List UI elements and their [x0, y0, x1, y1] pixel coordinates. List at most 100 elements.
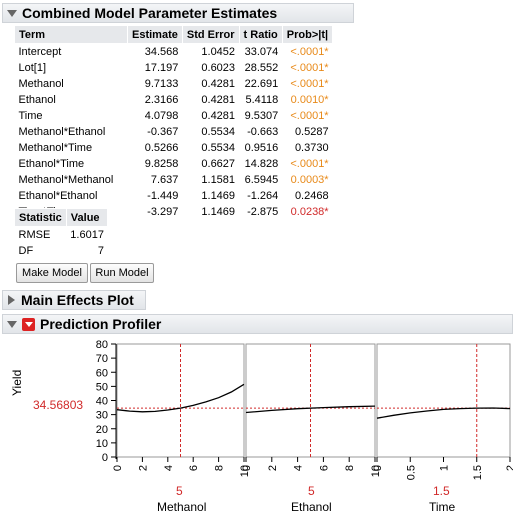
std-error-cell: 0.5534	[201, 126, 236, 138]
table-row: Intercept 34.568 1.0452 33.074 <.0001*	[15, 44, 333, 61]
table-row: Ethanol*Time 9.8258 0.6627 14.828 <.0001*	[15, 156, 333, 172]
prob-cell: 0.0010*	[290, 94, 329, 106]
x-tick-label: 1	[439, 465, 451, 471]
profiler-panel	[116, 343, 245, 458]
make-model-button[interactable]: Make Model	[16, 263, 88, 283]
x-tick-label: 8	[214, 465, 226, 471]
std-error-cell: 1.1581	[201, 174, 236, 186]
std-error-cell: 0.4281	[201, 110, 236, 122]
term-cell: Ethanol*Time	[18, 158, 85, 170]
column-header-estimate[interactable]: Estimate	[127, 25, 183, 44]
table-row: Methanol*Ethanol -0.367 0.5534 -0.663 0.5287	[15, 124, 333, 140]
y-tick-label: 50	[96, 381, 108, 393]
statistic-name: DF	[18, 245, 34, 257]
estimate-cell: 9.8258	[144, 158, 179, 170]
x-tick-label: 0.5	[405, 465, 417, 480]
estimates-outline-header[interactable]: Combined Model Parameter Estimates	[2, 3, 354, 23]
column-header-value[interactable]: Value	[65, 208, 109, 227]
prediction-trace-line	[116, 383, 245, 413]
x-tick-label: 10	[370, 465, 382, 477]
estimate-cell: 9.7133	[144, 78, 179, 90]
t-ratio-cell: 9.5307	[244, 110, 279, 122]
prob-cell: 0.0238*	[290, 206, 329, 218]
y-tick-label: 0	[102, 452, 108, 464]
table-row: Methanol*Time 0.5266 0.5534 0.9516 0.3730	[15, 140, 333, 156]
statistic-value: 1.6017	[70, 229, 104, 241]
prob-cell: 0.2468	[294, 190, 329, 202]
std-error-cell: 0.4281	[201, 94, 236, 106]
run-model-button[interactable]: Run Model	[90, 263, 154, 283]
profiler-title: Prediction Profiler	[40, 316, 162, 332]
std-error-cell: 0.5534	[201, 142, 236, 154]
statistics-header-row: Statistic Value	[14, 208, 109, 227]
x-tick-label: 0	[241, 465, 253, 471]
y-tick-label: 30	[96, 410, 108, 422]
x-tick-label: 4	[293, 465, 305, 471]
profiler-outline-header[interactable]: Prediction Profiler	[2, 314, 513, 334]
red-triangle-menu-icon[interactable]	[22, 317, 35, 331]
x-tick-label: 2	[267, 465, 279, 471]
term-cell: Methanol*Methanol	[18, 174, 114, 186]
prob-cell: 0.5287	[294, 126, 329, 138]
t-ratio-cell: 6.5945	[244, 174, 279, 186]
column-header-t-ratio[interactable]: t Ratio	[238, 25, 283, 44]
statistic-row: RMSE 1.6017	[15, 227, 108, 244]
disclosure-down-icon[interactable]	[7, 320, 17, 328]
prob-cell: 0.3730	[294, 142, 329, 154]
y-axis-label: Yield	[10, 369, 24, 396]
x-tick-label: 6	[318, 465, 330, 471]
estimate-cell: -0.367	[147, 126, 179, 138]
prob-cell: <.0001*	[290, 46, 329, 58]
t-ratio-cell: 14.828	[244, 158, 279, 170]
x-tick-label: 2	[137, 465, 149, 471]
term-cell: Methanol	[18, 78, 64, 90]
term-cell: Time	[18, 110, 43, 122]
methanol-current-value[interactable]: 5	[176, 484, 183, 498]
ethanol-current-value[interactable]: 5	[308, 484, 315, 498]
std-error-cell: 1.0452	[201, 46, 236, 58]
estimate-cell: 7.637	[150, 174, 179, 186]
y-tick-label: 10	[96, 438, 108, 450]
main-effects-title: Main Effects Plot	[21, 292, 134, 308]
time-factor-label: Time	[429, 500, 456, 514]
t-ratio-cell: 5.4118	[245, 94, 279, 106]
table-row: Ethanol 2.3166 0.4281 5.4118 0.0010*	[15, 92, 333, 108]
term-cell: Intercept	[18, 46, 62, 58]
y-tick-label: 20	[96, 424, 108, 436]
methanol-factor-label: Methanol	[157, 500, 207, 514]
profiler-panel	[376, 343, 511, 458]
term-cell: Ethanol	[18, 94, 56, 106]
prob-cell: <.0001*	[290, 78, 329, 90]
column-header-term[interactable]: Term	[14, 25, 128, 44]
x-tick-label: 0	[112, 465, 124, 471]
time-current-value[interactable]: 1.5	[433, 484, 450, 498]
t-ratio-cell: -2.875	[247, 206, 279, 218]
main-effects-outline-header[interactable]: Main Effects Plot	[2, 290, 146, 310]
std-error-cell: 0.6023	[201, 62, 236, 74]
disclosure-down-icon[interactable]	[7, 9, 17, 17]
estimate-cell: 4.0798	[144, 110, 179, 122]
statistics-table: Statistic Value RMSE 1.6017 DF 7	[14, 208, 109, 259]
t-ratio-cell: 22.691	[244, 78, 279, 90]
std-error-cell: 0.6627	[201, 158, 236, 170]
statistic-value: 7	[97, 245, 104, 257]
y-tick-label: 60	[96, 367, 108, 379]
x-tick-label: 0	[372, 465, 384, 471]
table-row: Ethanol*Ethanol -1.449 1.1469 -1.264 0.2468	[15, 188, 333, 204]
column-header-std-error[interactable]: Std Error	[181, 25, 240, 44]
disclosure-right-icon[interactable]	[8, 295, 15, 305]
estimates-header-row: Term Estimate Std Error t Ratio Prob>|t|	[14, 25, 334, 44]
column-header-statistic[interactable]: Statistic	[14, 208, 67, 227]
x-tick-label: 4	[163, 465, 175, 471]
x-tick-label: 10	[239, 465, 251, 477]
t-ratio-cell: 28.552	[244, 62, 279, 74]
x-tick-label: 2	[505, 465, 513, 471]
table-row: Lot[1] 17.197 0.6023 28.552 <.0001*	[15, 60, 333, 76]
term-cell: Methanol*Time	[18, 142, 93, 154]
y-tick-label: 70	[96, 353, 108, 365]
profiler-panel	[245, 343, 376, 458]
table-row: Methanol 9.7133 0.4281 22.691 <.0001*	[15, 76, 333, 92]
term-cell: Ethanol*Ethanol	[18, 190, 98, 202]
statistic-row: DF 7	[15, 243, 108, 259]
column-header-prob[interactable]: Prob>|t|	[281, 25, 334, 44]
